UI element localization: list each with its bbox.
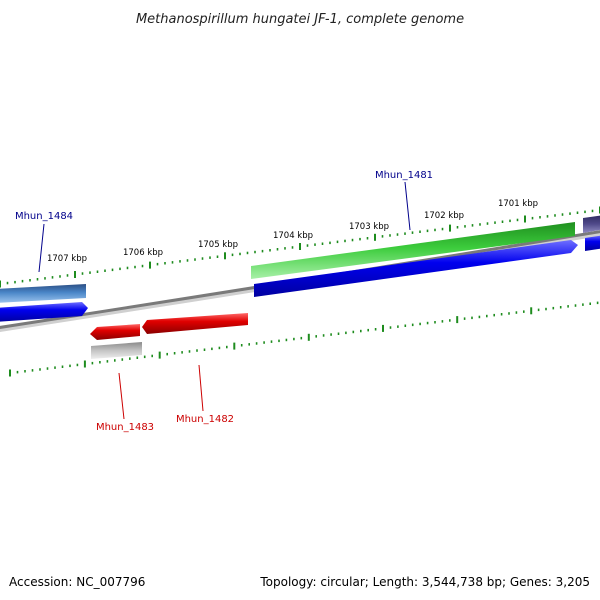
gene-label-mhun-1483[interactable]: Mhun_1483 <box>96 422 154 433</box>
gene-label-mhun-1482[interactable]: Mhun_1482 <box>176 414 234 425</box>
map-title: Methanospirillum hungatei JF-1, complete… <box>136 12 464 27</box>
gene-mhun-1484[interactable] <box>0 284 86 303</box>
genome-summary-text: Topology: circular; Length: 3,544,738 bp… <box>259 575 590 589</box>
outer-ruler-labels: 1707 kbp 1706 kbp 1705 kbp 1704 kbp 1703… <box>47 199 538 264</box>
gene-label-mhun-1481[interactable]: Mhun_1481 <box>375 170 433 181</box>
kbp-label: 1704 kbp <box>273 231 313 241</box>
outer-tick-ruler <box>0 206 600 288</box>
gene-label-mhun-1484[interactable]: Mhun_1484 <box>15 211 73 222</box>
kbp-label: 1703 kbp <box>349 222 389 232</box>
forward-cds-arrow[interactable] <box>254 240 578 297</box>
kbp-label: 1705 kbp <box>198 240 238 250</box>
accession-text: Accession: NC_007796 <box>9 575 145 589</box>
partial-feature[interactable] <box>583 215 600 233</box>
gene-mhun-1483[interactable] <box>90 324 140 340</box>
forward-cds-arrow[interactable] <box>0 302 88 322</box>
leader-line <box>404 181 411 231</box>
leader-line <box>198 364 204 412</box>
kbp-label: 1701 kbp <box>498 199 538 209</box>
leader-line <box>118 372 125 420</box>
kbp-label: 1702 kbp <box>424 211 464 221</box>
leader-line <box>38 223 45 273</box>
leader-lines <box>38 181 411 420</box>
partial-feature[interactable] <box>585 235 600 251</box>
reverse-gray-feature[interactable] <box>91 342 142 359</box>
kbp-label: 1707 kbp <box>47 254 87 264</box>
inner-tick-ruler <box>9 301 599 377</box>
gene-mhun-1481[interactable] <box>251 222 575 279</box>
gene-mhun-1482[interactable] <box>142 313 248 334</box>
kbp-label: 1706 kbp <box>123 248 163 258</box>
